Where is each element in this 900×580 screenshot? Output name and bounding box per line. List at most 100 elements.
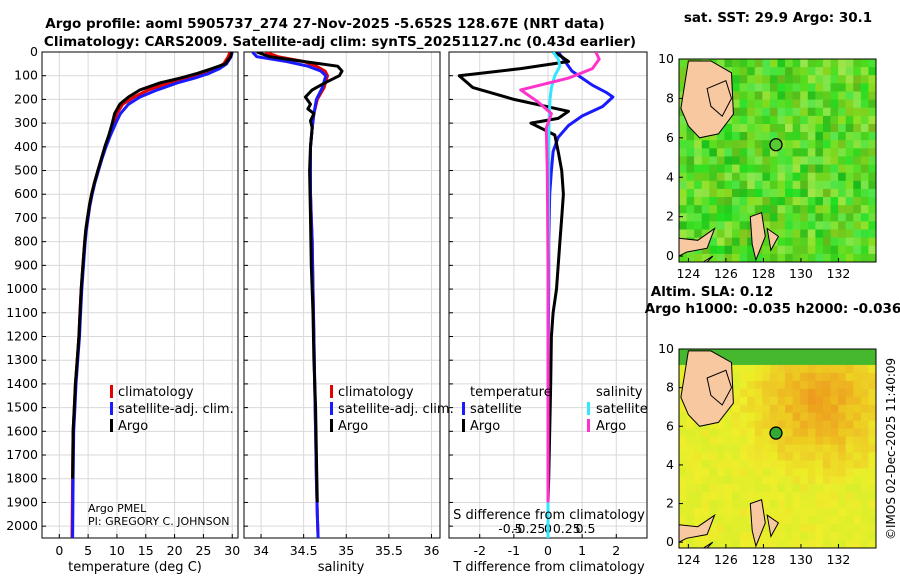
map-cell bbox=[853, 197, 862, 206]
map-cell bbox=[754, 180, 763, 190]
map-cell bbox=[822, 516, 832, 525]
sla-map-title-line1: Altim. SLA: 0.12 bbox=[651, 284, 773, 300]
map-cell bbox=[868, 428, 877, 438]
map-cell bbox=[830, 75, 839, 84]
map-cell bbox=[724, 229, 733, 239]
x-tick-label: -1 bbox=[508, 543, 520, 558]
map-cell bbox=[679, 468, 688, 477]
x-top-tick-label: 0.5 bbox=[576, 521, 596, 536]
map-cell bbox=[739, 115, 748, 125]
map-cell bbox=[792, 188, 801, 198]
map-cell bbox=[830, 221, 839, 231]
map-cell bbox=[732, 229, 741, 239]
map-cell bbox=[800, 156, 809, 166]
temperature-panel: 0100200300400500600700800900100011001200… bbox=[6, 44, 240, 558]
map-cell bbox=[747, 140, 756, 149]
map-cell bbox=[679, 253, 688, 263]
map-cell bbox=[800, 396, 809, 406]
legend-swatch-argo bbox=[110, 419, 113, 432]
map-cell bbox=[785, 388, 794, 398]
map-cell bbox=[815, 107, 824, 117]
land-mass bbox=[766, 514, 780, 538]
map-cell bbox=[694, 188, 703, 198]
map-cell bbox=[860, 492, 869, 501]
map-cell bbox=[838, 492, 847, 501]
sla-map: 124 126 128 130 132 0 2 4 6 8 10 bbox=[658, 341, 877, 567]
map-cell bbox=[754, 484, 763, 493]
map-cell bbox=[679, 372, 688, 382]
map-cell bbox=[732, 115, 741, 125]
map-cell bbox=[769, 420, 778, 430]
map-cell bbox=[807, 364, 816, 374]
map-cell bbox=[853, 67, 862, 76]
map-cell bbox=[754, 59, 763, 68]
map-cell bbox=[762, 428, 771, 438]
legend-label: climatology bbox=[338, 385, 414, 400]
map-cell bbox=[785, 349, 794, 358]
map-cell bbox=[769, 253, 778, 263]
map-cell bbox=[679, 197, 688, 206]
map-cell bbox=[853, 420, 862, 430]
map-cell bbox=[807, 156, 816, 166]
map-cell bbox=[860, 205, 869, 214]
map-cell bbox=[732, 148, 741, 157]
map-cell bbox=[777, 540, 786, 549]
map-cell bbox=[785, 83, 794, 92]
map-cell bbox=[762, 412, 771, 422]
map-cell bbox=[785, 524, 794, 533]
map-cell bbox=[777, 412, 786, 422]
map-cell bbox=[868, 197, 877, 206]
map-cell bbox=[762, 516, 771, 525]
map-cell bbox=[807, 372, 816, 382]
map-cell bbox=[792, 107, 801, 117]
map-cell bbox=[815, 428, 824, 438]
map-cell bbox=[845, 540, 854, 549]
map-cell bbox=[777, 532, 786, 541]
map-cell bbox=[807, 444, 816, 453]
map-cell bbox=[785, 508, 794, 517]
map-cell bbox=[845, 99, 854, 109]
map-cell bbox=[732, 221, 741, 231]
map-cell bbox=[739, 388, 748, 398]
map-cell bbox=[822, 492, 832, 501]
map-cell bbox=[777, 500, 786, 509]
map-cell bbox=[739, 476, 748, 485]
map-cell bbox=[815, 205, 824, 214]
map-cell bbox=[724, 428, 733, 438]
map-cell bbox=[732, 140, 741, 149]
map-cell bbox=[800, 115, 809, 125]
map-cell bbox=[815, 516, 824, 525]
map-cell bbox=[769, 75, 778, 84]
map-cell bbox=[732, 75, 741, 84]
map-cell bbox=[709, 213, 718, 222]
map-cell bbox=[739, 123, 748, 133]
map-cell bbox=[868, 205, 877, 214]
map-cell bbox=[800, 83, 809, 92]
map-cell bbox=[830, 197, 839, 206]
map-cell bbox=[860, 349, 869, 358]
map-cell bbox=[739, 380, 748, 390]
map-cell bbox=[679, 140, 688, 149]
map-cell bbox=[785, 188, 794, 198]
map-cell bbox=[777, 59, 786, 68]
map-cell bbox=[762, 460, 771, 469]
map-cell bbox=[853, 364, 862, 374]
map-cell bbox=[724, 436, 733, 446]
map-cell bbox=[777, 508, 786, 517]
map-cell bbox=[807, 75, 816, 84]
x-tick-label: 15 bbox=[138, 543, 154, 558]
map-cell bbox=[845, 532, 854, 541]
map-cell bbox=[762, 67, 771, 76]
map-cell bbox=[709, 237, 718, 247]
y-tick-label: 10 bbox=[658, 51, 674, 66]
map-cell bbox=[701, 428, 710, 438]
map-cell bbox=[747, 420, 756, 430]
map-cell bbox=[732, 524, 741, 533]
map-cell bbox=[860, 115, 869, 125]
map-cell bbox=[679, 508, 688, 517]
map-cell bbox=[732, 180, 741, 190]
map-cell bbox=[845, 229, 854, 239]
map-cell bbox=[807, 356, 816, 366]
map-cell bbox=[830, 436, 839, 446]
y-tick-label: 700 bbox=[14, 210, 38, 225]
